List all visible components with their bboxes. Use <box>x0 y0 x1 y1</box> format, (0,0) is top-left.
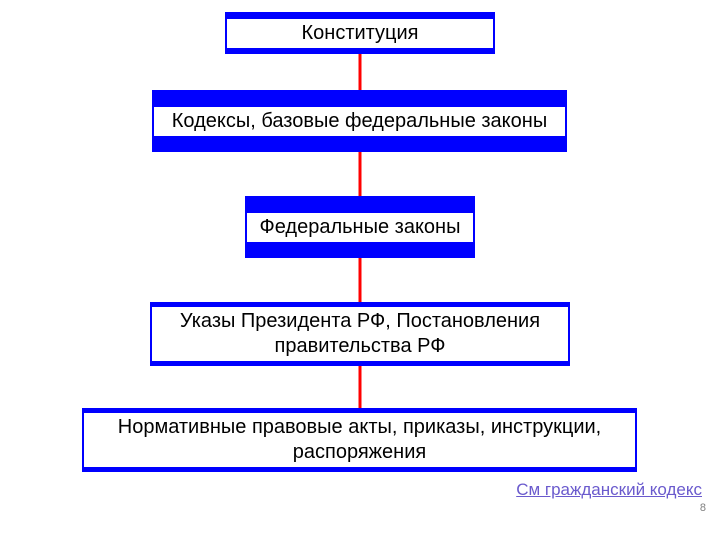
page-number: 8 <box>700 502 706 514</box>
connector-2 <box>359 152 362 196</box>
page-number-text: 8 <box>700 502 706 514</box>
hierarchy-diagram: Конституция Кодексы, базовые федеральные… <box>0 0 720 540</box>
node-constitution: Конституция <box>225 12 495 54</box>
node-label: Указы Президента РФ, Постановления прави… <box>180 310 540 357</box>
node-label: Нормативные правовые акты, приказы, инст… <box>118 416 601 463</box>
node-federal-laws: Федеральные законы <box>245 196 475 258</box>
connector-3 <box>359 258 362 302</box>
node-normative-acts: Нормативные правовые акты, приказы, инст… <box>82 408 637 472</box>
node-label: Федеральные законы <box>260 216 461 238</box>
connector-1 <box>359 54 362 90</box>
footer-link-text: См гражданский кодекс <box>516 480 702 499</box>
node-codexes: Кодексы, базовые федеральные законы <box>152 90 567 152</box>
footer-link[interactable]: См гражданский кодекс <box>516 480 702 500</box>
node-label: Кодексы, базовые федеральные законы <box>172 110 547 132</box>
node-presidential-decrees: Указы Президента РФ, Постановления прави… <box>150 302 570 366</box>
node-label: Конституция <box>302 22 419 44</box>
connector-4 <box>359 366 362 408</box>
